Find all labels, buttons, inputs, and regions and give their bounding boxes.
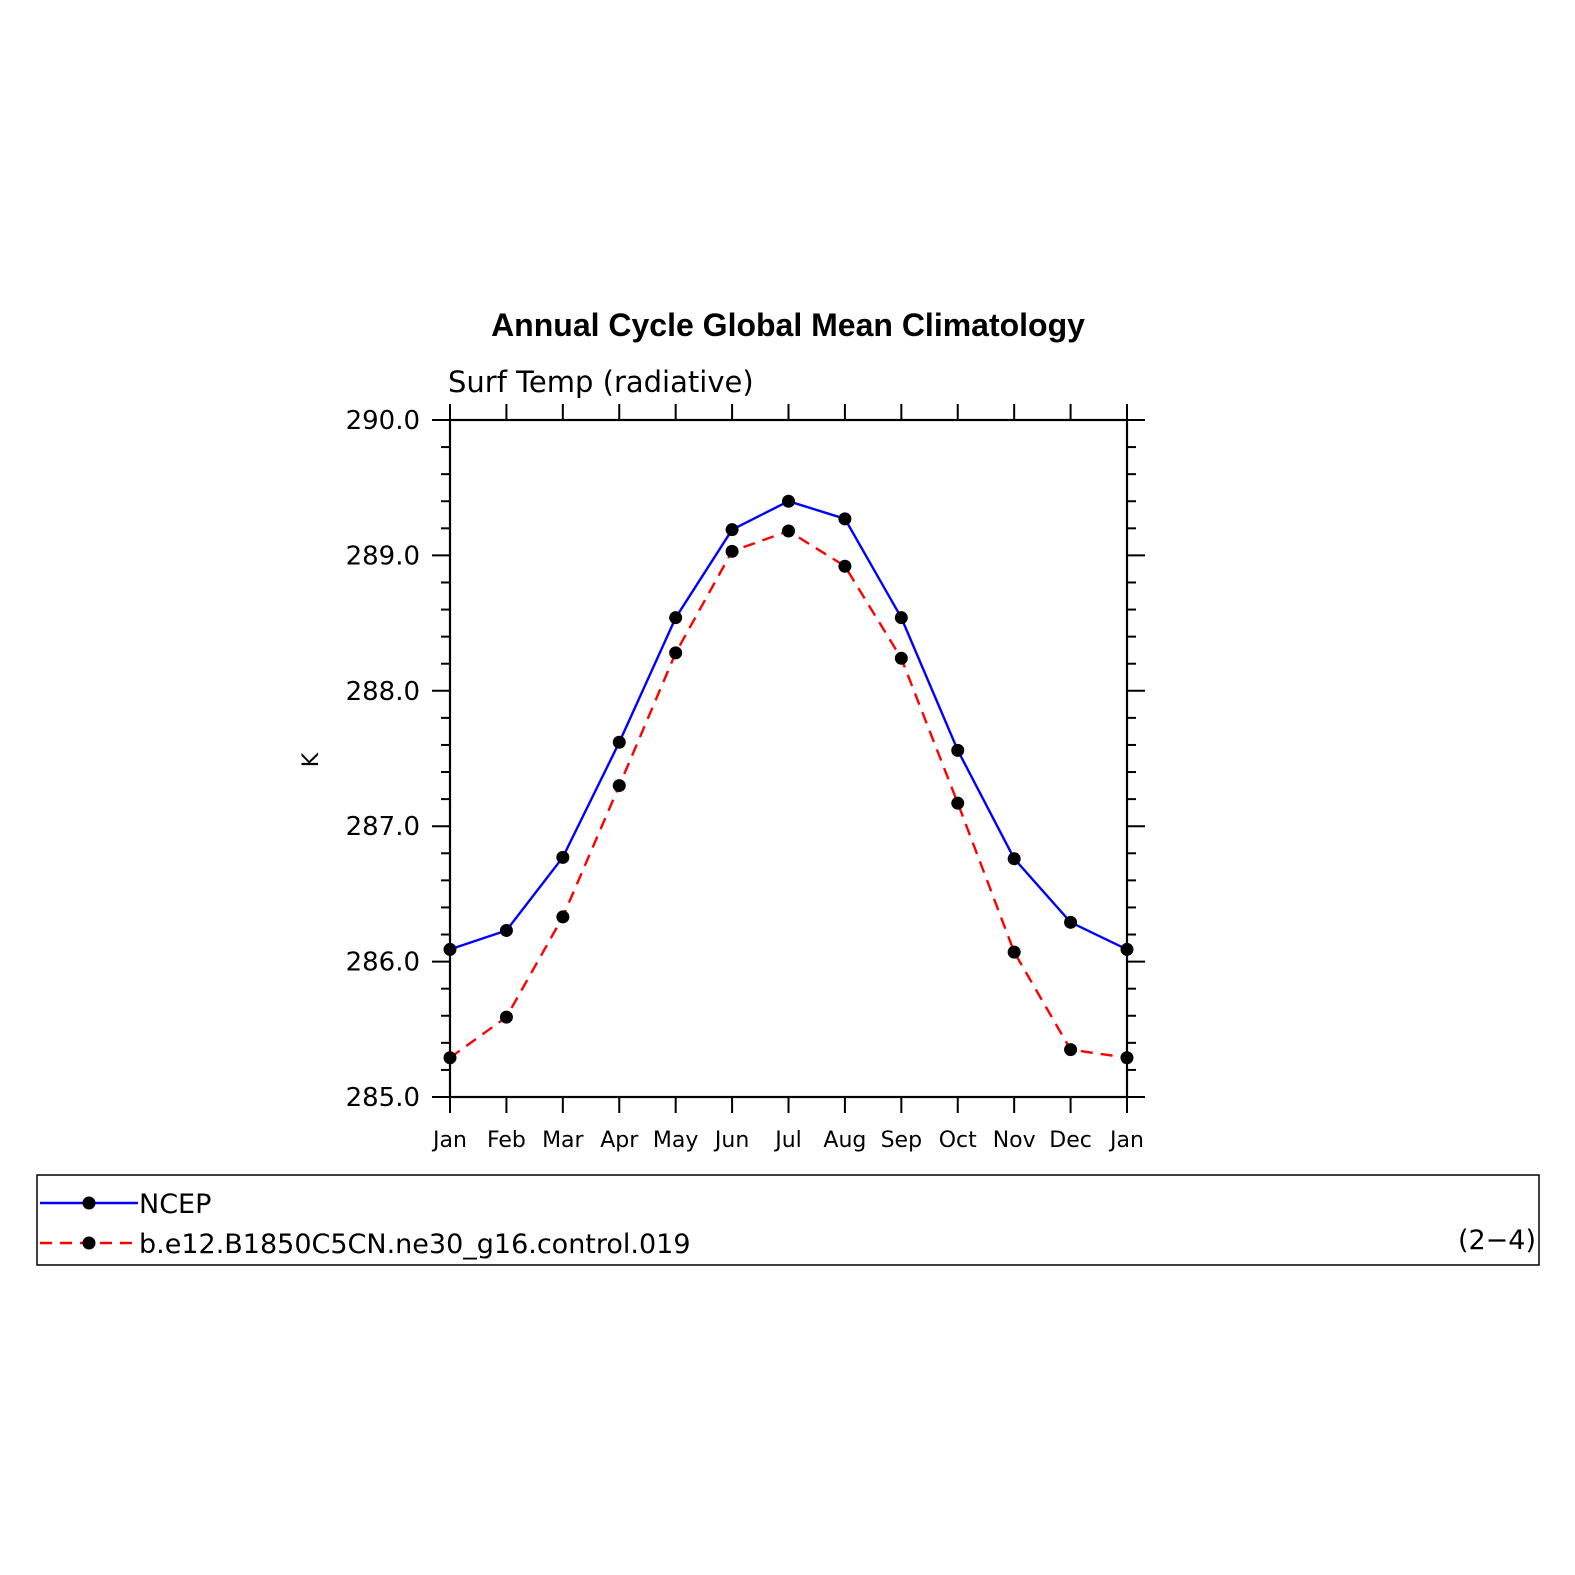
series-1-point bbox=[499, 1010, 513, 1024]
legend-label-1: b.e12.B1850C5CN.ne30_g16.control.019 bbox=[139, 1229, 691, 1260]
series-0-point bbox=[556, 850, 570, 864]
series-1-point bbox=[443, 1051, 457, 1065]
series-layer bbox=[443, 494, 1134, 1065]
series-1-point bbox=[725, 544, 739, 558]
y-tick-label: 285.0 bbox=[346, 1083, 420, 1113]
x-tick-label: Mar bbox=[542, 1128, 584, 1153]
series-1-point bbox=[782, 524, 795, 538]
series-line-0 bbox=[449, 499, 1128, 951]
x-tick-label: Jun bbox=[713, 1128, 749, 1153]
x-tick-label: Apr bbox=[600, 1128, 639, 1153]
legend-marker-0 bbox=[82, 1196, 96, 1210]
x-tick-label: Jan bbox=[1108, 1128, 1144, 1153]
y-tick-label: 286.0 bbox=[346, 948, 420, 978]
series-0-point bbox=[443, 942, 457, 956]
series-line-1 bbox=[449, 529, 1128, 1059]
y-tick-label: 287.0 bbox=[346, 812, 420, 842]
series-1-point bbox=[612, 779, 626, 793]
series-0-point bbox=[499, 923, 513, 937]
chart-subtitle: Surf Temp (radiative) bbox=[448, 365, 754, 399]
series-0-point bbox=[1064, 915, 1078, 929]
plot-frame bbox=[448, 418, 1129, 1099]
series-1-point bbox=[1007, 945, 1021, 959]
legend-box bbox=[36, 1174, 1540, 1266]
series-0-point bbox=[669, 611, 683, 625]
legend-marker-1 bbox=[82, 1236, 96, 1250]
x-tick-label: Aug bbox=[823, 1128, 866, 1153]
series-1-point bbox=[894, 651, 908, 665]
series-0-point bbox=[1007, 852, 1021, 866]
series-0-point bbox=[612, 735, 626, 749]
series-1-point bbox=[1120, 1051, 1134, 1065]
series-1-point bbox=[556, 910, 570, 924]
chart-title: Annual Cycle Global Mean Climatology bbox=[491, 307, 1085, 343]
series-0-point bbox=[951, 743, 965, 757]
x-tick-label: Oct bbox=[939, 1128, 977, 1153]
series-0-point bbox=[1120, 942, 1134, 956]
series-1-point bbox=[838, 559, 852, 573]
series-1-point bbox=[669, 646, 683, 660]
x-tick-label: Feb bbox=[487, 1128, 526, 1153]
series-1-point bbox=[1064, 1043, 1078, 1057]
series-1-point bbox=[951, 796, 965, 810]
x-tick-label: Dec bbox=[1049, 1128, 1092, 1153]
legend-label-0: NCEP bbox=[139, 1189, 211, 1220]
x-tick-label: Nov bbox=[993, 1128, 1036, 1153]
axes: 285.0 286.0 287.0 288.0 289.0 290.0 Jan Feb Mar A… bbox=[346, 404, 1145, 1153]
y-tick-label: 290.0 bbox=[346, 406, 420, 436]
series-0-point bbox=[838, 512, 852, 526]
x-tick-label: May bbox=[653, 1128, 698, 1153]
legend: NCEP b.e12.B1850C5CN.ne30_g16.control.019… bbox=[36, 1174, 1540, 1266]
x-tick-label: Jul bbox=[773, 1128, 802, 1153]
series-0-point bbox=[725, 523, 739, 537]
x-tick-label: Sep bbox=[881, 1128, 922, 1153]
y-tick-label: 289.0 bbox=[346, 541, 420, 571]
y-axis-label: K bbox=[299, 752, 324, 767]
y-tick-label: 288.0 bbox=[346, 677, 420, 707]
panel-label: (2−4) bbox=[1458, 1225, 1536, 1256]
series-0-point bbox=[782, 494, 795, 508]
series-0-point bbox=[894, 611, 908, 625]
x-tick-label: Jan bbox=[431, 1128, 467, 1153]
